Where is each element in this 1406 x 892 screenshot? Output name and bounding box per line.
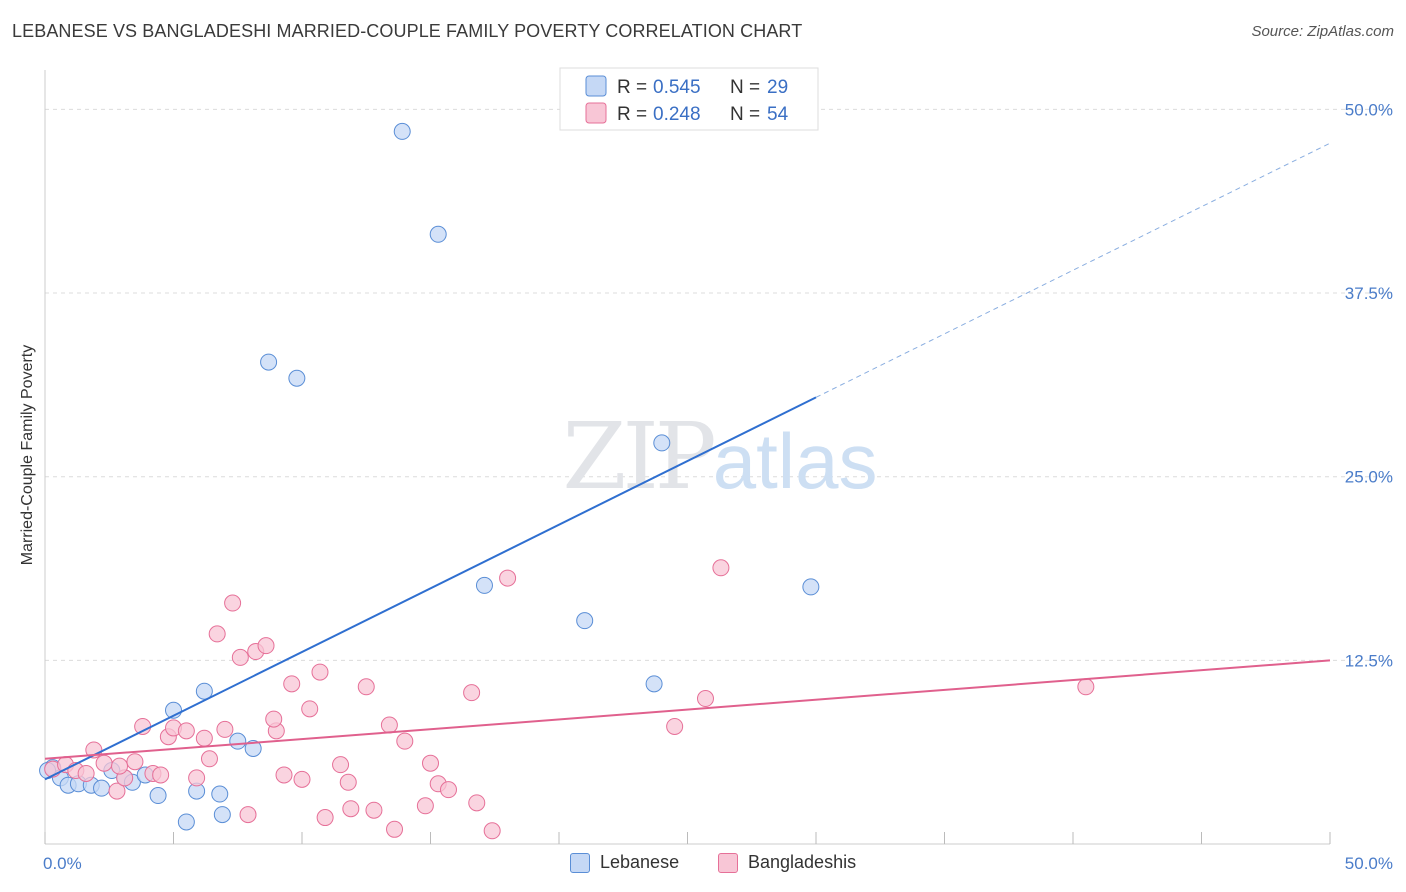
bangladeshis-point — [332, 756, 350, 774]
bangladeshis-point — [195, 729, 213, 747]
lebanese-n-value: 29 — [767, 77, 788, 98]
y-tick-label: 37.5% — [1345, 284, 1393, 303]
bangladeshis-point — [463, 684, 481, 702]
lebanese-point — [211, 785, 229, 803]
bangladeshis-point — [439, 781, 457, 799]
lebanese-legend-label: Lebanese — [600, 852, 680, 872]
bangladeshis-point — [696, 690, 714, 708]
lebanese-point — [475, 576, 493, 594]
bangladeshis-point — [231, 648, 249, 666]
lebanese-point — [177, 813, 195, 831]
source-text: Source: ZipAtlas.com — [1251, 23, 1394, 40]
bangladeshis-point — [416, 797, 434, 815]
trend-lines — [44, 142, 1331, 781]
bangladeshis-point — [257, 637, 275, 655]
bangladeshis-legend-label: Bangladeshis — [748, 852, 857, 872]
chart-title: LEBANESE VS BANGLADESHI MARRIED-COUPLE F… — [12, 21, 803, 41]
bangladeshis-r-label: R = — [617, 104, 647, 125]
lebanese-point — [802, 578, 820, 596]
lebanese-n-label: N = — [730, 77, 760, 98]
watermark: ZIPatlas — [563, 403, 878, 510]
lebanese-point — [244, 740, 262, 757]
lebanese-point — [195, 682, 213, 700]
bangladeshis-point — [152, 766, 170, 784]
lebanese-point — [260, 353, 278, 371]
bangladeshis-r-value: 0.248 — [653, 104, 701, 125]
lebanese-point — [229, 732, 247, 750]
tick-labels: 12.5% 25.0% 37.5% 50.0% 0.0% 50.0% — [43, 100, 1393, 873]
lebanese-trend-extension — [815, 142, 1331, 398]
lebanese-r-label: R = — [617, 77, 647, 98]
bangladeshis-point — [342, 800, 360, 818]
lebanese-point — [213, 806, 231, 824]
bangladeshis-point — [499, 569, 517, 587]
bangladeshis-point — [666, 717, 684, 735]
lebanese-point — [149, 787, 167, 805]
bangladeshis-n-label: N = — [730, 104, 760, 125]
correlation-legend: R = 0.545 N = 29 R = 0.248 N = 54 — [559, 67, 819, 131]
x-tick-label: 50.0% — [1345, 854, 1393, 873]
lebanese-trend-line — [44, 396, 817, 781]
lebanese-point — [393, 122, 411, 140]
lebanese-point — [576, 612, 594, 630]
bangladeshis-point — [275, 766, 293, 784]
lebanese-point — [429, 225, 447, 243]
bangladeshis-point — [177, 722, 195, 740]
legend-item-bangladeshis: Bangladeshis — [718, 852, 856, 873]
y-tick-label: 50.0% — [1345, 100, 1393, 119]
legend-item-lebanese: Lebanese — [570, 852, 679, 873]
bangladeshis-point — [1077, 678, 1095, 696]
lebanese-point — [93, 779, 111, 797]
data-points — [39, 122, 1095, 840]
bangladeshis-point — [293, 770, 311, 788]
x-tick-label: 0.0% — [43, 854, 82, 873]
bangladeshis-point — [216, 720, 234, 738]
axes — [44, 70, 1331, 845]
bangladeshis-point — [396, 732, 414, 750]
bangladeshis-point — [239, 806, 257, 824]
bangladeshis-trend-line — [44, 659, 1331, 760]
bangladeshis-point — [316, 809, 334, 827]
bangladeshis-point — [422, 754, 439, 772]
lebanese-point — [645, 675, 663, 693]
bangladeshis-n-value: 54 — [767, 104, 789, 125]
lebanese-point — [653, 434, 671, 452]
lebanese-swatch — [570, 852, 590, 873]
bangladeshis-point — [365, 801, 383, 819]
bangladeshis-point — [311, 663, 329, 681]
bangladeshis-point — [468, 794, 486, 812]
bangladeshis-point — [712, 559, 730, 577]
lebanese-r-value: 0.545 — [653, 77, 701, 98]
bangladeshis-point — [265, 710, 283, 728]
lebanese-point — [288, 369, 306, 387]
bangladeshis-point — [108, 782, 126, 800]
bangladeshis-point — [283, 675, 301, 693]
bangladeshis-point — [483, 822, 501, 840]
bangladeshis-point — [339, 773, 357, 791]
bangladeshis-point — [224, 594, 242, 612]
bangladeshis-point — [126, 753, 144, 771]
bangladeshis-swatch — [718, 852, 738, 873]
bangladeshis-point — [357, 678, 375, 696]
bangladeshis-point — [111, 757, 129, 775]
bangladeshis-point — [200, 750, 218, 768]
grid-lines — [45, 108, 1392, 661]
y-tick-label: 25.0% — [1345, 468, 1393, 487]
bangladeshis-point — [380, 716, 398, 734]
bangladeshis-point — [188, 769, 206, 787]
bangladeshis-point — [386, 820, 404, 838]
y-tick-label: 12.5% — [1345, 651, 1393, 670]
bangladeshis-point — [301, 700, 319, 718]
bangladeshis-point — [208, 625, 226, 643]
bangladeshis-point — [77, 764, 95, 782]
bangladeshis-point — [95, 754, 113, 772]
lebanese-legend-swatch — [585, 75, 607, 97]
bangladeshis-legend-swatch — [585, 102, 607, 124]
